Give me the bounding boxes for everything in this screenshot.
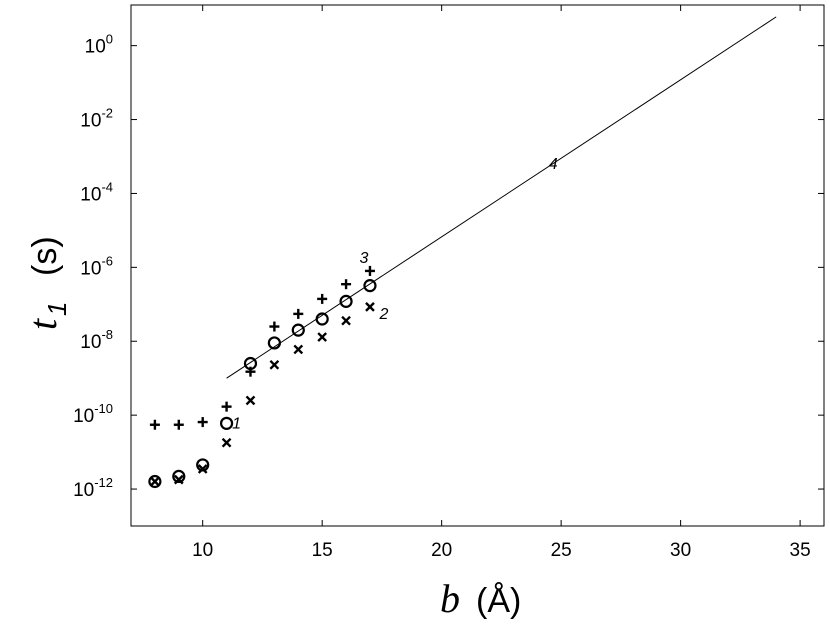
- y-axis-unit: (s): [26, 236, 64, 276]
- cross-stroke: [293, 344, 304, 355]
- y-tick-base: 10: [80, 111, 101, 132]
- cross-point: [245, 395, 256, 406]
- y-tick-label: 10-10: [73, 401, 113, 427]
- x-tick-label: 20: [431, 540, 452, 561]
- y-tick-base: 10: [80, 258, 101, 279]
- circle-point: [363, 279, 377, 293]
- y-tick-label: 10-4: [80, 179, 113, 205]
- cross-stroke: [317, 332, 328, 342]
- cross-point: [150, 476, 160, 487]
- cross-point: [341, 315, 351, 326]
- y-tick-exponent: -8: [101, 327, 113, 342]
- series-label-4: 4: [549, 156, 558, 173]
- cross-point: [317, 332, 328, 342]
- plus-point: [293, 308, 304, 319]
- x-tick-label: 15: [312, 540, 333, 561]
- plus-point: [221, 401, 232, 412]
- cross-stroke: [173, 474, 184, 485]
- data-marks: [148, 16, 777, 489]
- y-tick-exponent: -4: [101, 179, 113, 194]
- series-label-1: 1: [232, 415, 241, 432]
- y-tick-base: 10: [80, 184, 101, 205]
- y-tick-exponent: -10: [94, 401, 113, 416]
- y-tick-exponent: -6: [101, 253, 113, 268]
- cross-point: [173, 474, 184, 485]
- y-tick-base: 10: [85, 37, 106, 58]
- x-axis-symbol: b: [440, 576, 460, 621]
- cross-stroke: [341, 315, 351, 326]
- series-labels: 1 2 3 4: [232, 156, 558, 432]
- y-tick-label: 10-8: [80, 327, 113, 353]
- plus-point: [364, 265, 375, 276]
- y-tick-base: 10: [73, 480, 94, 501]
- plus-point: [269, 321, 280, 332]
- cross-stroke: [269, 359, 280, 370]
- cross-stroke: [150, 476, 160, 487]
- y-tick-label: 10-12: [73, 475, 113, 501]
- series-label-2: 2: [379, 306, 389, 323]
- x-tick-label: 35: [790, 540, 811, 561]
- x-tick-label: 30: [670, 540, 691, 561]
- y-tick-label: 100: [85, 32, 113, 58]
- y-axis-subscript: 1: [42, 302, 72, 316]
- plus-point: [197, 417, 208, 428]
- cross-stroke: [197, 464, 208, 474]
- plus-point: [341, 279, 352, 290]
- y-tick-exponent: -2: [101, 106, 113, 121]
- cross-stroke: [221, 437, 232, 448]
- y-tick-exponent: -12: [94, 475, 113, 490]
- x-tick-label: 25: [551, 540, 572, 561]
- plus-point: [173, 419, 184, 430]
- y-tick-exponent: 0: [106, 32, 113, 47]
- cross-stroke: [245, 395, 256, 406]
- cross-point: [269, 359, 280, 370]
- cross-point: [197, 464, 208, 474]
- circle-point: [339, 294, 353, 308]
- cross-point: [221, 437, 232, 448]
- plus-point: [149, 419, 160, 430]
- plus-point: [317, 293, 328, 304]
- x-axis-ticks: 10 15 20 25 30 35: [192, 5, 811, 561]
- cross-point: [293, 344, 304, 355]
- y-tick-label: 10-2: [80, 106, 113, 132]
- y-axis-symbol: t: [20, 318, 65, 330]
- x-axis-unit: (Å): [476, 582, 521, 620]
- circle-point: [172, 469, 186, 483]
- y-tick-base: 10: [80, 332, 101, 353]
- plot-frame: [130, 4, 825, 527]
- y-axis-title: t 1 (s): [20, 236, 72, 330]
- cross-stroke: [365, 302, 375, 312]
- y-tick-base: 10: [73, 406, 94, 427]
- x-tick-label: 10: [192, 540, 213, 561]
- circle-point: [291, 323, 305, 337]
- fit-line-series-4: [226, 16, 777, 379]
- circle-point: [148, 474, 162, 489]
- circle-point: [219, 416, 234, 430]
- series-label-3: 3: [360, 250, 369, 267]
- y-tick-label: 10-6: [80, 253, 113, 279]
- plus-point: [245, 366, 256, 377]
- cross-point: [365, 302, 375, 312]
